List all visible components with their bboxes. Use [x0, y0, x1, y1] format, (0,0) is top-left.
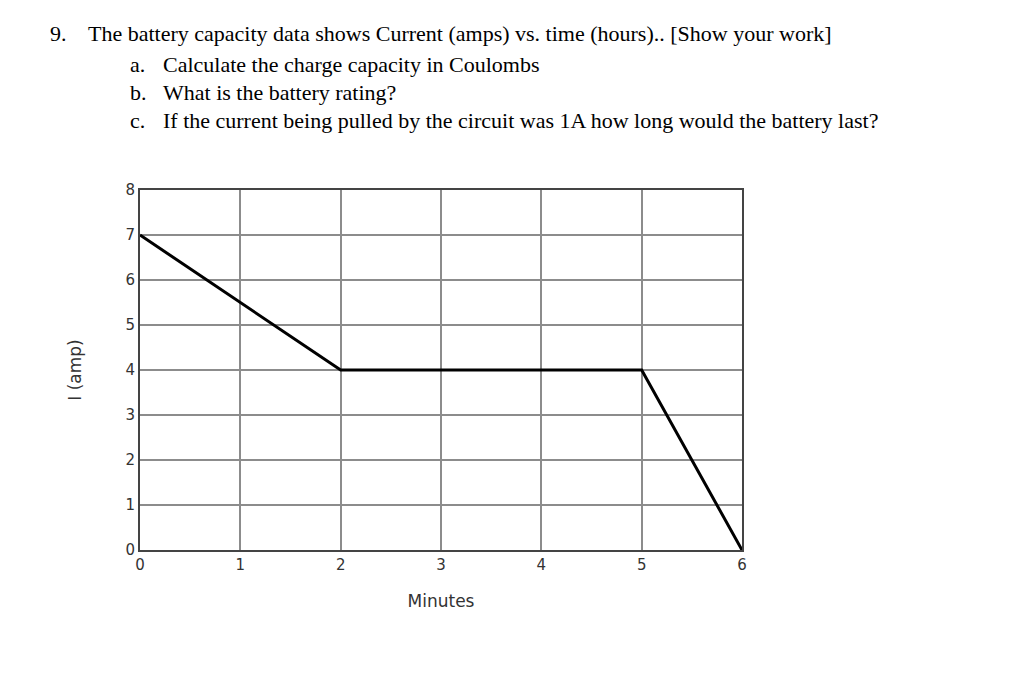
svg-text:6: 6: [737, 556, 747, 574]
svg-text:2: 2: [125, 451, 135, 469]
html-text:If the current being pulled by: If the current being pulled by the circu…: [163, 108, 879, 133]
svg-text:I (amp): I (amp): [65, 339, 85, 400]
html-text:c.: c.: [130, 108, 146, 133]
svg-text:2: 2: [336, 556, 346, 574]
svg-text:0: 0: [135, 556, 145, 574]
svg-text:8: 8: [125, 181, 135, 199]
html-text:The battery capacity data show: The battery capacity data shows Current …: [88, 21, 832, 46]
svg-text:1: 1: [125, 496, 135, 514]
html-text:9.: 9.: [50, 21, 67, 46]
svg-text:6: 6: [125, 271, 135, 289]
html-text:a.: a.: [130, 52, 146, 77]
svg-text:5: 5: [637, 556, 647, 574]
svg-text:5: 5: [125, 316, 135, 334]
svg-text:4: 4: [537, 556, 547, 574]
html-text:Calculate the charge capacity: Calculate the charge capacity in Coulomb…: [163, 52, 540, 77]
html-text:b.: b.: [130, 80, 147, 105]
html-text:What is the battery rating?: What is the battery rating?: [163, 80, 397, 105]
svg-text:3: 3: [125, 406, 135, 424]
svg-text:7: 7: [125, 226, 135, 244]
svg-text:4: 4: [125, 361, 135, 379]
svg-text:0: 0: [125, 541, 135, 559]
svg-text:1: 1: [236, 556, 246, 574]
svg-text:Minutes: Minutes: [408, 591, 475, 611]
svg-text:3: 3: [436, 556, 446, 574]
